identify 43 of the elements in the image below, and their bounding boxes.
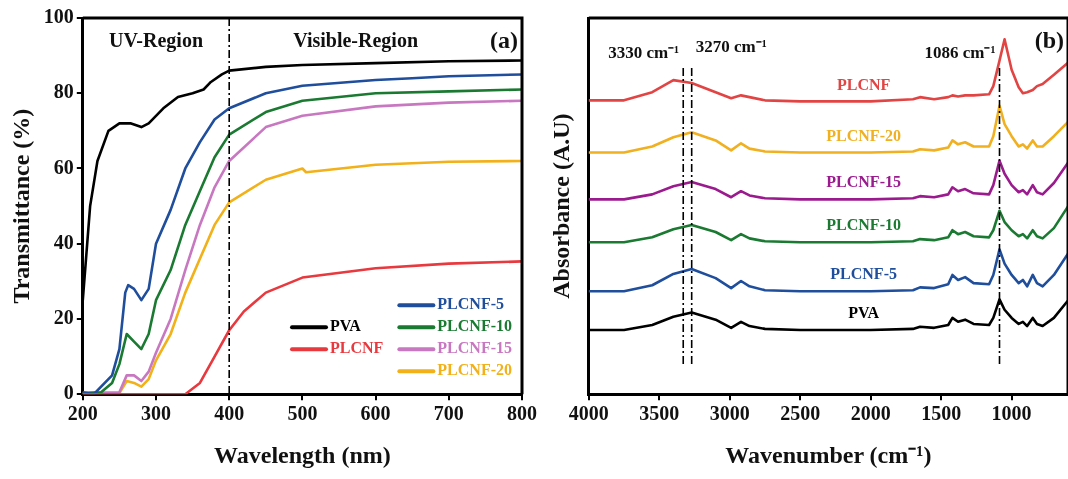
legend-label: PVA (330, 317, 362, 335)
x-tick-label: 200 (67, 402, 98, 425)
chart-title: (a) (490, 27, 518, 54)
x-axis-title: Wavelength (nm) (214, 441, 391, 468)
chart-title: (b) (1034, 27, 1064, 54)
x-tick-label: 700 (433, 402, 464, 425)
series-label: PLCNF-15 (826, 173, 901, 191)
y-tick-label: 80 (53, 80, 74, 103)
series-label: PLCNF-10 (826, 216, 901, 234)
y-axis-title: Transmittance (%) (7, 108, 34, 304)
x-tick-label: 4000 (568, 402, 609, 425)
x-tick-label: 400 (214, 402, 245, 425)
x-tick-label: 1000 (991, 402, 1032, 425)
legend-label: PLCNF-5 (437, 295, 504, 313)
series-label: PLCNF-20 (826, 126, 901, 144)
x-tick-label: 3000 (709, 402, 750, 425)
ref-line-label: 1086 cm⁻¹ (924, 43, 996, 63)
x-tick-label: 600 (360, 402, 391, 425)
y-tick-label: 0 (63, 381, 74, 404)
legend-label: PLCNF-15 (437, 339, 512, 357)
series-label: PLCNF-5 (830, 265, 897, 283)
x-tick-label: 3500 (639, 402, 680, 425)
series-label: PVA (848, 304, 880, 322)
y-tick-label: 60 (53, 155, 74, 178)
y-tick-label: 100 (43, 5, 74, 28)
x-tick-label: 300 (141, 402, 171, 425)
x-tick-label: 2500 (780, 402, 821, 425)
x-tick-label: 1500 (921, 402, 962, 425)
x-tick-label: 500 (287, 402, 318, 425)
legend-label: PLCNF-20 (437, 361, 512, 379)
x-tick-label: 2000 (850, 402, 891, 425)
legend-label: PLCNF (330, 339, 384, 357)
y-tick-label: 20 (53, 306, 74, 329)
x-tick-label: 800 (507, 402, 537, 425)
ref-line-label: 3330 cm⁻¹ (608, 43, 680, 63)
annotation: Visible-Region (293, 29, 419, 53)
y-tick-label: 40 (53, 230, 74, 253)
x-axis-title: Wavenumber (cm⁻¹) (725, 441, 932, 468)
series-label: PLCNF (836, 75, 891, 93)
legend-label: PLCNF-10 (437, 317, 512, 335)
ref-line-label: 3270 cm⁻¹ (695, 37, 767, 57)
y-axis-title: Absorbance (A.U) (547, 113, 574, 299)
annotation: UV-Region (108, 29, 204, 53)
